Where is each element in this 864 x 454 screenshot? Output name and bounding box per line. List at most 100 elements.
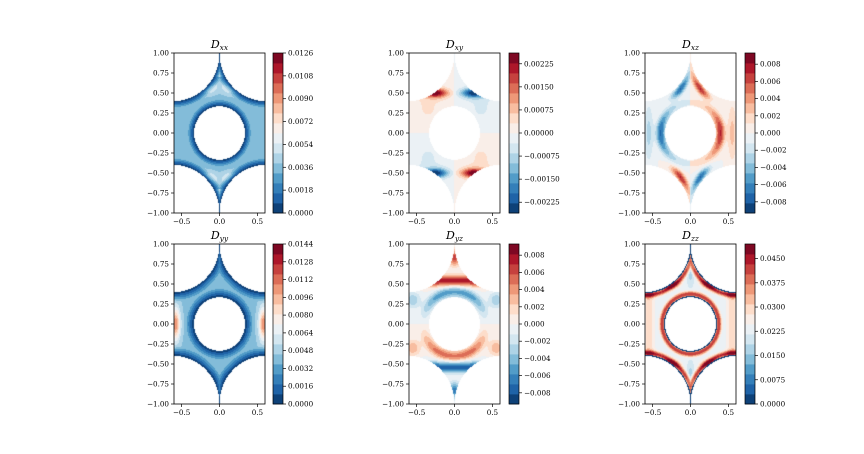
x-tick-label: −0.5: [173, 408, 191, 417]
colorbar-segment: [509, 173, 519, 184]
colorbar-segment: [745, 314, 755, 325]
x-tick-label: −0.5: [644, 408, 662, 417]
colorbar-segment: [745, 324, 755, 335]
y-tick-label: 1.00: [388, 49, 404, 58]
colorbar-segment: [273, 324, 283, 335]
panel-title: Dxy: [445, 38, 464, 52]
colorbar-segment: [273, 374, 283, 385]
y-tick-label: −1.00: [147, 400, 169, 409]
y-tick-label: −0.25: [147, 149, 169, 158]
y-tick-label: −0.75: [382, 380, 404, 389]
y-tick-label: 0.75: [153, 260, 169, 269]
colorbar-segment: [745, 93, 755, 104]
y-tick-label: 0.00: [624, 320, 640, 329]
colorbar-segment: [509, 183, 519, 194]
colorbar-segment: [745, 294, 755, 305]
colorbar-segment: [745, 143, 755, 154]
colorbar-tick-label: 0.0080: [288, 311, 314, 320]
y-tick-label: −0.50: [618, 360, 640, 369]
y-tick-label: 0.00: [153, 129, 169, 138]
title-sub: xz: [691, 43, 699, 52]
colorbar-tick-label: 0.0108: [288, 71, 314, 80]
y-tick-label: 1.00: [153, 49, 169, 58]
colorbar-segment: [273, 334, 283, 345]
colorbar-segment: [509, 203, 519, 214]
x-tick-label: 0.5: [723, 217, 735, 226]
y-tick-label: 0.25: [153, 300, 169, 309]
y-tick-label: −1.00: [618, 400, 640, 409]
colorbar-segment: [509, 93, 519, 104]
y-tick-label: 0.25: [388, 300, 404, 309]
x-tick-label: −0.5: [408, 217, 426, 226]
colorbar-tick-label: 0.0032: [288, 364, 313, 373]
title-sub: yy: [219, 234, 229, 243]
y-tick-label: −0.50: [147, 169, 169, 178]
colorbar-tick-label: −0.00150: [524, 175, 560, 184]
colorbar-tick-label: 0.0054: [288, 140, 314, 149]
colorbar-tick-label: 0.0112: [288, 275, 313, 284]
colorbar-segment: [745, 153, 755, 164]
x-tick-label: 0.0: [449, 217, 461, 226]
colorbar-segment: [745, 284, 755, 295]
colorbar-tick-label: 0.0072: [288, 117, 313, 126]
title-main: D: [681, 38, 691, 51]
colorbar-segment: [745, 163, 755, 174]
y-tick-label: −0.75: [147, 380, 169, 389]
y-tick-label: 0.50: [153, 280, 169, 289]
y-tick-label: −0.50: [382, 169, 404, 178]
colorbar-tick-label: 0.0016: [288, 382, 314, 391]
colorbar-segment: [509, 284, 519, 295]
y-tick-label: −0.25: [618, 149, 640, 158]
colorbar-tick-label: 0.004: [524, 285, 545, 294]
colorbar-tick-label: 0.000: [524, 320, 545, 329]
colorbar-segment: [509, 254, 519, 265]
title-sub: xy: [455, 43, 464, 52]
colorbar-segment: [509, 133, 519, 144]
colorbar-frame: [272, 243, 284, 405]
colorbar-segment: [273, 83, 283, 94]
colorbar-segment: [745, 203, 755, 214]
y-tick-label: −0.75: [618, 189, 640, 198]
colorbar-segment: [273, 254, 283, 265]
colorbar-segment: [745, 264, 755, 275]
colorbar-segment: [273, 364, 283, 375]
colorbar-tick-label: 0.0036: [288, 163, 314, 172]
y-tick-label: −0.75: [147, 189, 169, 198]
colorbar-tick-label: 0.00150: [524, 82, 554, 91]
colorbar-tick-label: 0.0300: [760, 303, 786, 312]
colorbar-segment: [273, 294, 283, 305]
colorbar-segment: [509, 304, 519, 315]
y-tick-label: −1.00: [147, 209, 169, 218]
colorbar-tick-label: 0.008: [760, 60, 781, 69]
colorbar-tick-label: 0.0450: [760, 254, 786, 263]
colorbar-tick-label: 0.00225: [524, 59, 554, 68]
title-main: D: [210, 229, 220, 242]
colorbar-tick-label: 0.0064: [288, 328, 314, 337]
title-sub: zz: [690, 234, 699, 243]
y-tick-label: 0.25: [624, 109, 640, 118]
colorbar-tick-label: −0.00225: [524, 198, 560, 207]
colorbar-tick-label: −0.006: [524, 371, 551, 380]
colorbar-segment: [745, 173, 755, 184]
colorbar-segment: [273, 103, 283, 114]
colorbar-tick-label: 0.00000: [524, 129, 554, 138]
colorbar-tick-label: 0.008: [524, 251, 545, 260]
colorbar-segment: [745, 193, 755, 204]
y-tick-label: −0.25: [382, 340, 404, 349]
colorbar-segment: [509, 314, 519, 325]
colorbar-tick-label: 0.000: [760, 129, 781, 138]
colorbar-segment: [509, 113, 519, 124]
colorbar-segment: [745, 53, 755, 64]
colorbar-segment: [273, 193, 283, 204]
y-tick-label: −1.00: [382, 400, 404, 409]
y-tick-label: 0.75: [624, 69, 640, 78]
colorbar-tick-label: 0.006: [760, 77, 781, 86]
colorbar-segment: [745, 73, 755, 84]
colorbar-segment: [509, 153, 519, 164]
colorbar-segment: [509, 53, 519, 64]
colorbar-segment: [509, 344, 519, 355]
colorbar-segment: [273, 133, 283, 144]
colorbar-segment: [509, 274, 519, 285]
colorbar-segment: [745, 274, 755, 285]
